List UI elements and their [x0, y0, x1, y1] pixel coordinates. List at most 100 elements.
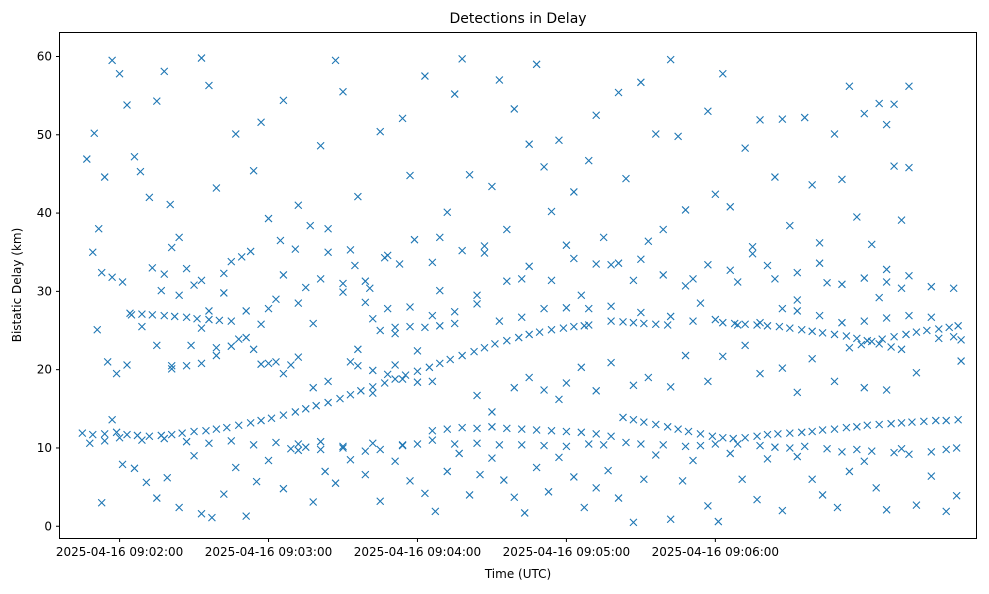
data-point — [413, 378, 422, 387]
data-point — [339, 279, 347, 288]
data-point — [897, 284, 906, 293]
data-point — [748, 249, 757, 258]
data-point — [860, 383, 869, 392]
data-point — [830, 377, 839, 386]
data-point — [294, 299, 303, 308]
data-point — [614, 259, 623, 268]
data-point — [651, 130, 660, 138]
data-point — [763, 455, 772, 463]
data-point — [112, 369, 121, 378]
data-point — [659, 271, 668, 279]
data-point — [368, 383, 377, 391]
data-point — [733, 321, 742, 329]
data-point — [644, 373, 653, 382]
data-point — [520, 509, 529, 517]
data-point — [202, 426, 210, 435]
data-point — [294, 440, 303, 448]
data-point — [785, 324, 794, 333]
data-point — [336, 394, 344, 403]
data-point — [599, 440, 608, 449]
data-point — [733, 278, 742, 286]
data-point — [726, 449, 735, 458]
data-point — [689, 274, 697, 283]
data-point — [818, 328, 827, 337]
data-point — [852, 445, 861, 454]
data-point — [718, 433, 727, 442]
data-point — [517, 440, 526, 449]
data-point — [919, 417, 928, 426]
data-point — [681, 442, 690, 451]
data-point — [160, 270, 169, 279]
data-point — [163, 473, 172, 482]
data-point — [629, 276, 638, 285]
data-point — [465, 170, 474, 179]
data-point — [78, 429, 87, 437]
data-point — [167, 430, 176, 439]
data-point — [517, 425, 526, 434]
data-point — [771, 274, 779, 283]
data-point — [931, 416, 940, 425]
data-point — [242, 307, 251, 315]
data-point — [246, 247, 255, 256]
data-point — [532, 463, 541, 472]
data-point — [272, 357, 280, 366]
data-point — [324, 248, 332, 257]
data-point — [391, 361, 400, 369]
data-point — [674, 132, 683, 141]
data-point — [160, 434, 169, 443]
data-point — [927, 313, 936, 322]
data-point — [391, 329, 400, 338]
data-point — [450, 307, 459, 316]
data-point — [830, 330, 839, 339]
plot-frame — [59, 32, 977, 539]
data-point — [406, 303, 414, 311]
data-point — [666, 515, 675, 524]
data-point — [480, 343, 489, 352]
data-point — [331, 479, 340, 488]
data-point — [793, 296, 802, 304]
data-point — [368, 314, 377, 323]
data-point — [629, 318, 638, 327]
data-point — [902, 330, 910, 339]
data-point — [629, 415, 638, 424]
data-point — [455, 449, 464, 458]
data-point — [778, 364, 787, 372]
data-point — [324, 224, 332, 233]
data-point — [659, 440, 668, 449]
data-point — [775, 322, 784, 331]
data-point — [540, 162, 548, 171]
data-point — [309, 319, 318, 328]
data-point — [376, 445, 385, 454]
data-point — [927, 472, 936, 481]
data-point — [535, 328, 544, 336]
data-point — [473, 300, 481, 308]
data-point — [580, 503, 589, 512]
data-point — [443, 467, 452, 476]
data-point — [197, 324, 206, 333]
data-point — [922, 326, 931, 335]
data-point — [398, 440, 407, 449]
data-point — [763, 261, 772, 270]
data-point — [316, 141, 325, 150]
data-point — [639, 319, 648, 328]
data-point — [619, 318, 627, 326]
data-point — [830, 425, 839, 434]
data-point — [398, 441, 407, 450]
data-point — [249, 345, 258, 354]
data-point — [875, 293, 884, 302]
data-point — [231, 463, 240, 472]
data-point — [376, 127, 385, 136]
data-point — [741, 341, 750, 350]
data-point — [88, 430, 97, 439]
data-point — [353, 345, 362, 354]
data-point — [157, 286, 166, 295]
data-point — [890, 448, 898, 457]
data-point — [696, 429, 705, 438]
data-point — [103, 357, 112, 366]
data-point — [815, 311, 824, 320]
data-point — [488, 422, 496, 431]
data-point — [346, 390, 355, 399]
data-point — [763, 321, 772, 330]
data-point — [704, 377, 712, 386]
data-point — [138, 322, 146, 331]
